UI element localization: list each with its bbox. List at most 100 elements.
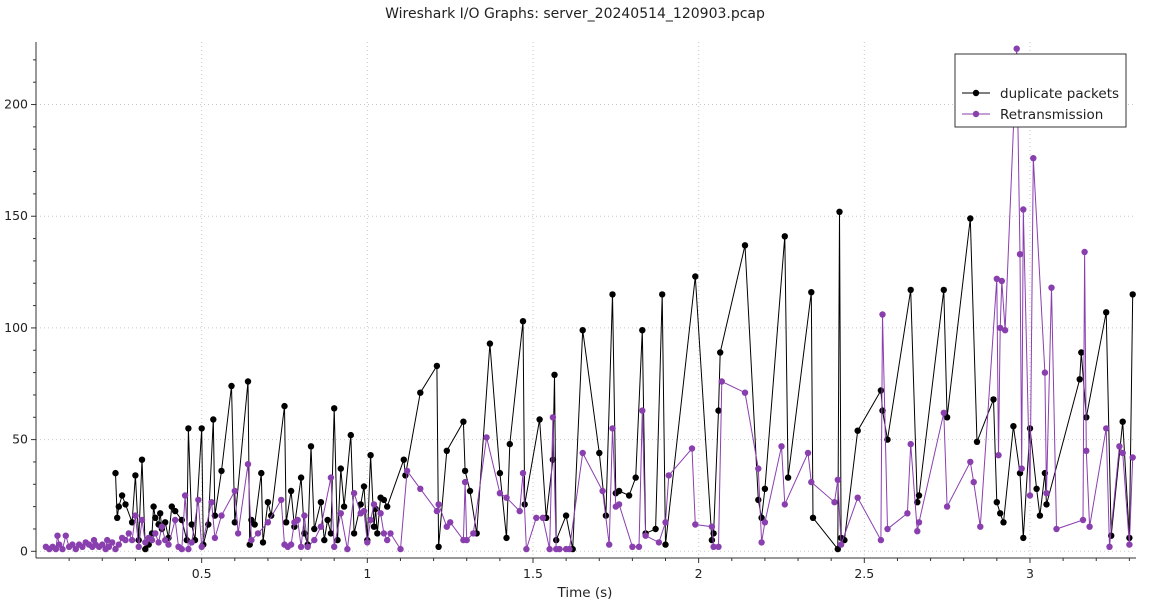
data-point	[181, 492, 189, 499]
data-point	[301, 512, 308, 519]
data-point	[350, 490, 358, 497]
data-point	[248, 536, 255, 544]
data-point	[461, 478, 469, 486]
data-point	[599, 487, 606, 495]
data-point	[533, 514, 540, 521]
data-point	[655, 539, 663, 546]
data-point	[715, 543, 722, 550]
data-point	[208, 499, 215, 506]
data-point	[665, 472, 672, 479]
legend-marker	[972, 110, 980, 118]
data-point	[1033, 485, 1040, 492]
data-point	[384, 536, 391, 544]
y-tick-label: 150	[4, 208, 28, 223]
data-point	[114, 514, 121, 521]
data-point	[708, 523, 716, 530]
data-point	[854, 494, 861, 501]
data-point	[993, 275, 1000, 282]
x-tick-label: 0.5	[192, 566, 212, 581]
data-point	[609, 425, 616, 432]
data-point	[781, 501, 788, 508]
data-point	[1001, 327, 1009, 334]
data-point	[808, 289, 815, 296]
data-point	[877, 536, 885, 544]
data-point	[331, 405, 338, 412]
data-point	[417, 485, 424, 492]
data-point	[148, 536, 156, 544]
data-point	[579, 449, 586, 457]
data-point	[1026, 425, 1034, 432]
data-point	[1041, 369, 1049, 376]
data-point	[125, 530, 132, 537]
data-point	[688, 445, 696, 452]
data-point	[158, 523, 166, 530]
data-point	[977, 523, 984, 530]
data-point	[297, 543, 305, 550]
data-point	[433, 362, 441, 370]
data-point	[1043, 490, 1050, 497]
data-point	[834, 476, 841, 483]
data-point	[831, 499, 838, 506]
data-point	[259, 539, 267, 546]
data-point	[142, 545, 149, 553]
data-point	[344, 545, 351, 553]
data-point	[804, 449, 812, 457]
series-duplicate-packets	[112, 208, 1136, 553]
series-layer	[42, 45, 1136, 553]
data-point	[556, 545, 563, 553]
legend[interactable]: duplicate packets Retransmission	[954, 53, 1127, 128]
data-point	[105, 543, 113, 550]
data-point	[995, 452, 1002, 459]
data-point	[155, 539, 162, 546]
data-point	[364, 539, 371, 546]
data-point	[109, 539, 116, 546]
data-point	[943, 414, 951, 421]
data-point	[122, 501, 129, 508]
data-point	[466, 487, 474, 495]
data-point	[758, 539, 765, 546]
data-point	[755, 465, 762, 472]
data-point	[1126, 541, 1133, 548]
data-point	[218, 512, 225, 519]
data-point	[218, 467, 225, 475]
data-point	[258, 469, 265, 477]
data-point	[741, 389, 749, 396]
data-point	[172, 507, 179, 515]
data-point	[435, 543, 442, 550]
data-point	[837, 541, 845, 548]
data-point	[244, 378, 252, 385]
data-point	[970, 478, 977, 486]
data-point	[447, 519, 454, 526]
chart-title: Wireshark I/O Graphs: server_20240514_12…	[385, 6, 765, 22]
data-point	[367, 516, 374, 524]
data-point	[1078, 349, 1085, 356]
data-point	[132, 512, 139, 519]
data-point	[317, 499, 325, 506]
data-point	[443, 447, 450, 454]
data-point	[1129, 454, 1136, 461]
data-point	[993, 499, 1000, 506]
data-point	[943, 503, 951, 510]
data-point	[503, 534, 510, 542]
data-point	[172, 516, 179, 524]
data-point	[188, 539, 195, 546]
data-point	[710, 543, 717, 550]
data-point	[1081, 248, 1088, 256]
data-point	[370, 523, 378, 530]
data-point	[198, 425, 205, 432]
data-point	[443, 523, 450, 530]
data-point	[377, 510, 384, 517]
data-point	[625, 492, 633, 499]
data-point	[642, 532, 649, 539]
data-point	[195, 496, 202, 504]
data-point	[854, 427, 861, 434]
data-point	[1048, 284, 1055, 291]
data-point	[56, 541, 63, 548]
data-point	[1020, 534, 1027, 542]
axes: 0.5 1 1.5 2 2.5 3 0 50 100 150 200	[4, 42, 1136, 581]
data-point	[915, 492, 923, 499]
data-point	[347, 431, 354, 439]
data-point	[162, 536, 169, 544]
data-point	[112, 545, 119, 553]
data-point	[708, 536, 716, 544]
